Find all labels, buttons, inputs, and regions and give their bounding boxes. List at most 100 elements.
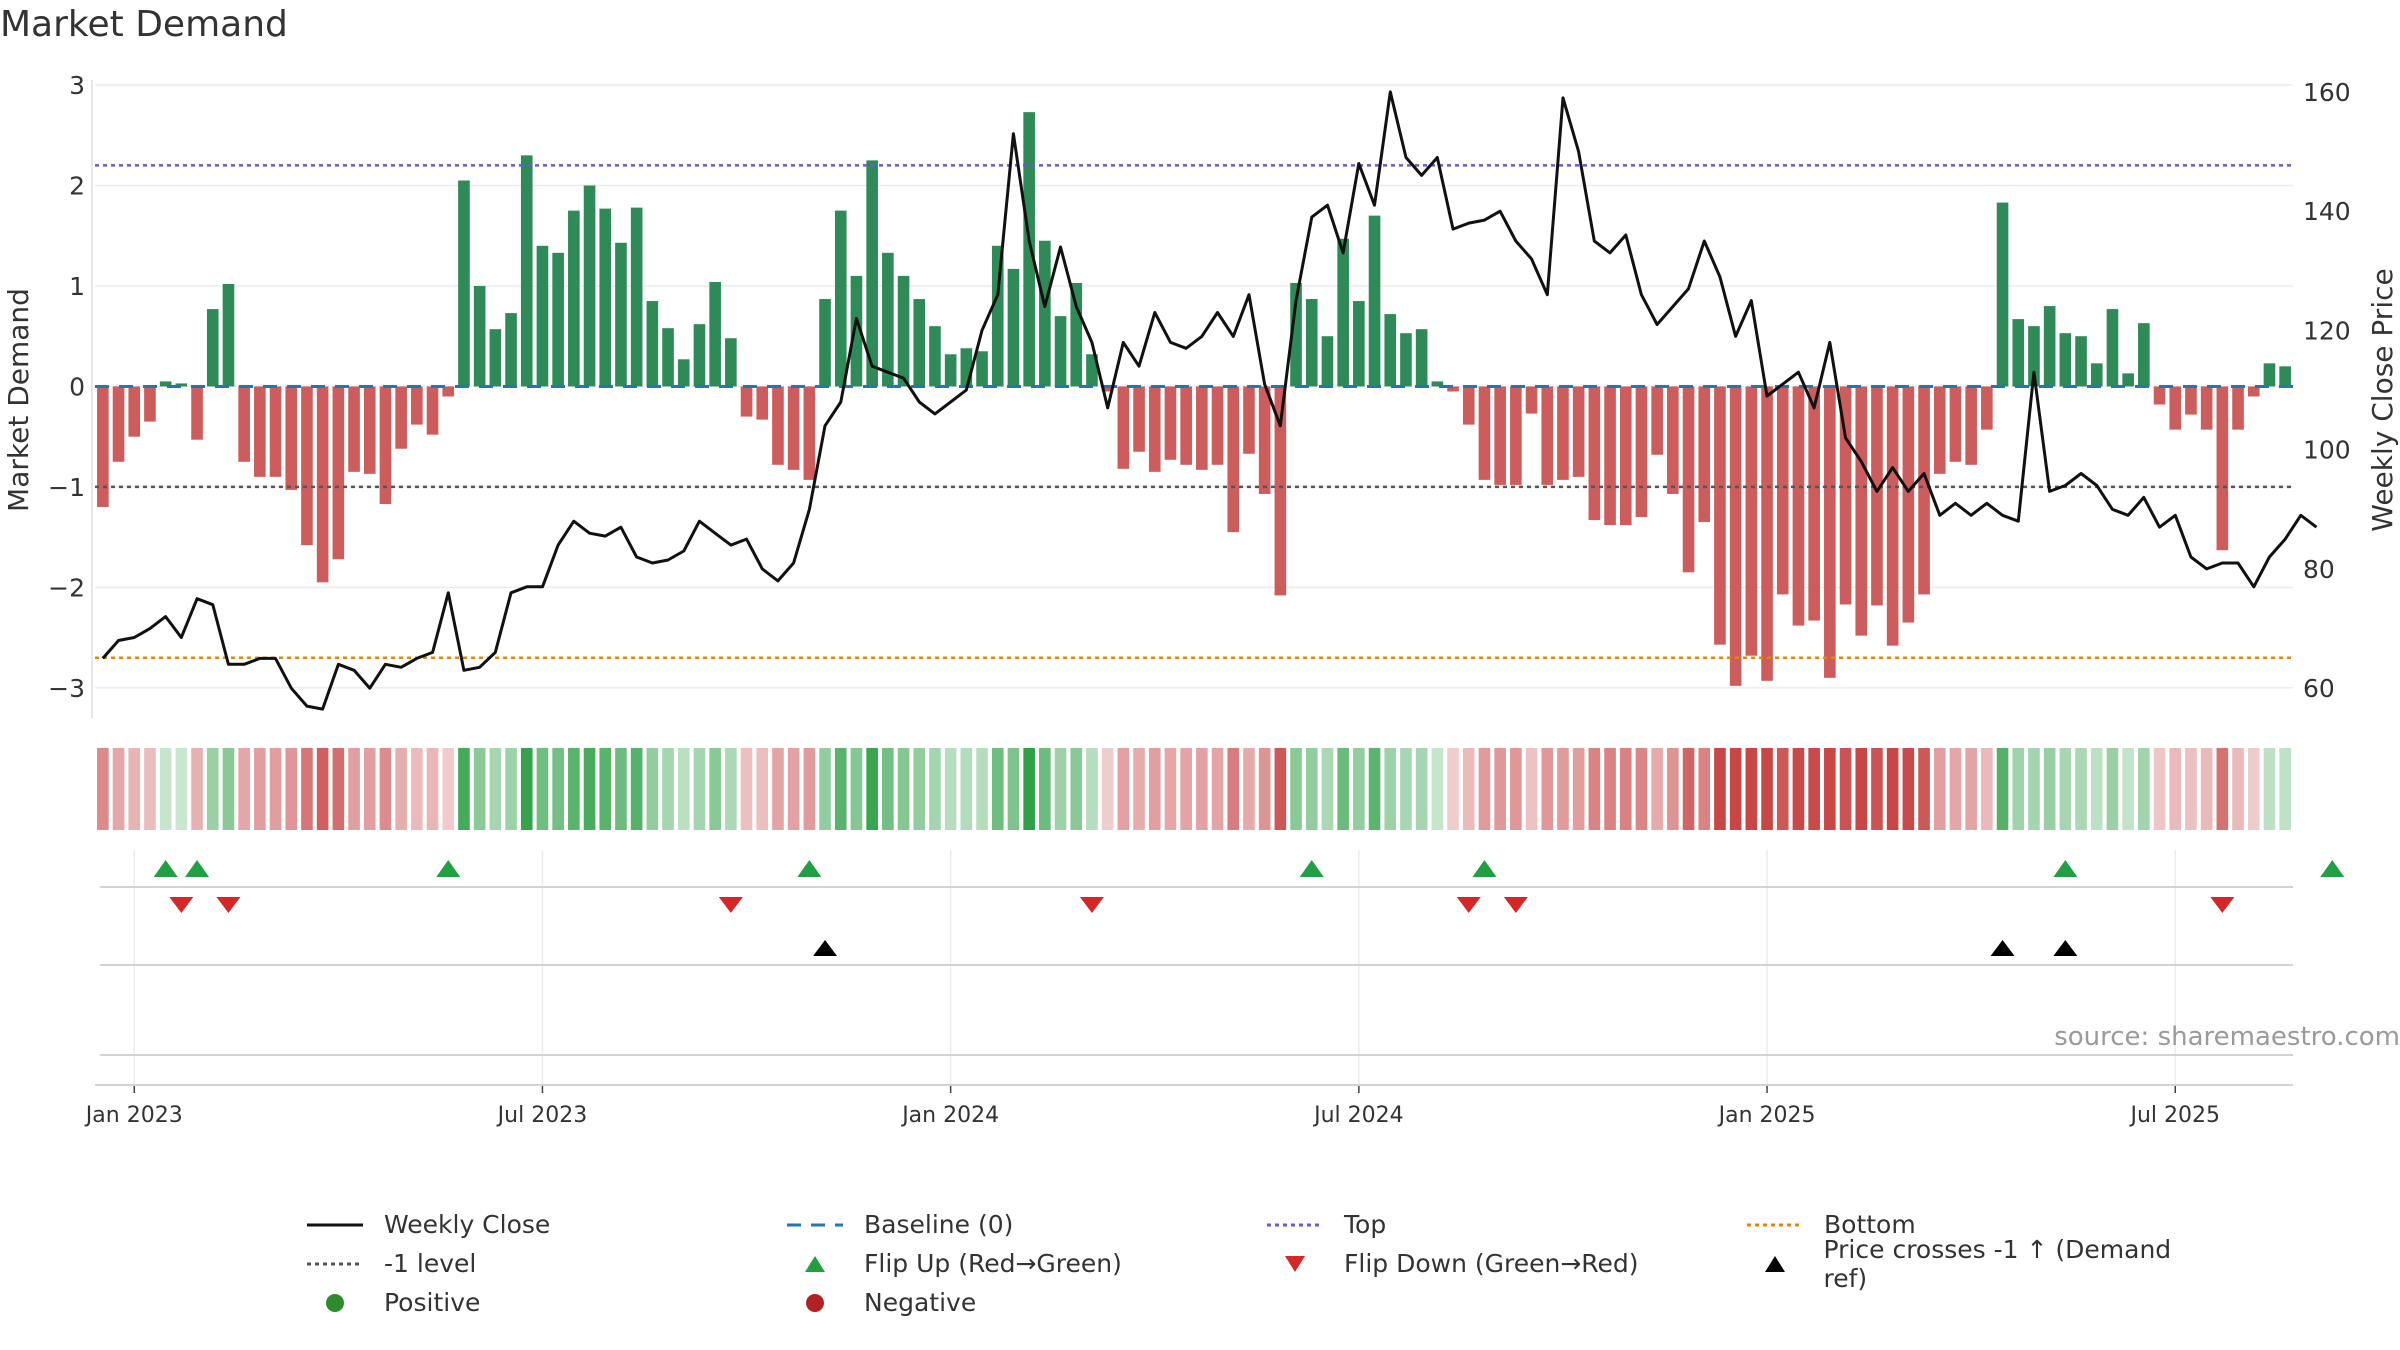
demand-bar: [1039, 240, 1051, 387]
demand-bar: [1070, 282, 1083, 387]
demand-bar: [1117, 386, 1130, 469]
ribbon-cell: [929, 748, 941, 830]
demand-bar: [787, 386, 800, 470]
demand-bar: [1572, 386, 1585, 477]
demand-bar: [929, 326, 941, 387]
ribbon-cell: [1353, 748, 1365, 830]
demand-bar: [191, 386, 203, 440]
demand-bar: [1447, 386, 1459, 392]
demand-bar: [301, 386, 313, 546]
demand-bar: [1886, 386, 1899, 646]
ribbon-cell: [2122, 748, 2134, 830]
demand-bar: [1415, 329, 1428, 387]
demand-bar: [1211, 386, 1224, 465]
ribbon-cell: [1871, 748, 1883, 830]
demand-bar: [897, 275, 910, 387]
demand-bar: [1353, 301, 1365, 387]
ribbon-cell: [1086, 748, 1098, 830]
y2-tick-label: 60: [2303, 674, 2335, 703]
demand-bar: [740, 386, 753, 417]
demand-bar: [1321, 336, 1334, 387]
ribbon-cell: [568, 748, 580, 830]
ribbon-cell: [662, 748, 674, 830]
demand-bar: [2263, 363, 2276, 387]
legend-bottom: Bottom: [1740, 1210, 2220, 1239]
demand-bar: [568, 210, 580, 387]
ribbon-cell: [1337, 748, 1349, 830]
demand-bar: [2028, 326, 2040, 387]
ribbon-cell: [1902, 748, 1915, 830]
demand-bar: [505, 313, 517, 387]
ribbon-cell: [1557, 748, 1569, 830]
ribbon-cell: [803, 748, 816, 830]
demand-bar: [1792, 386, 1805, 626]
ribbon-cell: [1180, 748, 1192, 830]
y-tick-label: −1: [48, 473, 85, 502]
demand-bar: [1808, 386, 1820, 621]
x-tick-label: Jul 2023: [496, 1103, 588, 1128]
flip-down-marker: [216, 897, 241, 913]
ribbon-cell: [2153, 748, 2166, 830]
ribbon-cell: [2012, 748, 2025, 830]
source-watermark: source: sharemaestro.com: [2054, 1022, 2400, 1052]
ribbon-cell: [1635, 748, 1648, 830]
x-tick-label: Jul 2024: [1312, 1103, 1404, 1128]
ribbon-cell: [1148, 748, 1161, 830]
ribbon-cell: [991, 748, 1004, 830]
demand-bar: [803, 386, 816, 480]
ribbon-cell: [677, 748, 690, 830]
demand-bar: [238, 386, 250, 462]
ribbon-cell: [332, 748, 345, 830]
demand-bar: [1290, 282, 1302, 387]
x-tick-label: Jan 2023: [84, 1103, 183, 1128]
flip-down-marker: [1503, 897, 1528, 913]
demand-bar: [1400, 333, 1412, 387]
price-cross-marker: [2053, 940, 2078, 956]
ribbon-cell: [1541, 748, 1554, 830]
y2-tick-label: 120: [2303, 316, 2351, 345]
demand-bar: [2232, 386, 2244, 430]
ribbon-cell: [1886, 748, 1899, 830]
ribbon-cell: [363, 748, 376, 830]
ribbon-cell: [756, 748, 769, 830]
demand-bar: [1682, 386, 1695, 573]
demand-bar: [254, 386, 266, 477]
ribbon-cell: [1196, 748, 1208, 830]
ribbon-cell: [1117, 748, 1130, 830]
ribbon-cell: [1039, 748, 1051, 830]
demand-bar: [1996, 202, 2009, 387]
ribbon-cell: [473, 748, 486, 830]
ribbon-cell: [850, 748, 863, 830]
demand-bar: [520, 155, 533, 387]
ribbon-cell: [1588, 748, 1601, 830]
ribbon-cell: [238, 748, 250, 830]
ribbon-cell: [206, 748, 219, 830]
legend-price-cross: Price crosses -1 ↑ (Demand ref): [1740, 1235, 2220, 1293]
ribbon-cell: [976, 748, 988, 830]
demand-bar: [112, 386, 125, 462]
ribbon-cell: [1290, 748, 1302, 830]
demand-bar: [662, 328, 674, 387]
demand-bar: [1227, 386, 1240, 533]
legend-bottom-label: Bottom: [1824, 1210, 1916, 1239]
demand-bar: [1918, 386, 1930, 595]
ribbon-cell: [1462, 748, 1475, 830]
demand-bar: [2185, 386, 2197, 415]
ribbon-cell: [646, 748, 659, 830]
ribbon-cell: [1808, 748, 1820, 830]
ribbon-cell: [913, 748, 926, 830]
demand-bar: [615, 242, 627, 387]
legend-weekly-close: Weekly Close: [300, 1210, 780, 1239]
demand-bar: [1839, 386, 1852, 605]
ribbon-cell: [819, 748, 831, 830]
demand-bar: [2122, 373, 2134, 387]
demand-bar: [709, 281, 721, 387]
demand-bar: [2138, 323, 2150, 387]
demand-bar: [1478, 386, 1491, 480]
ribbon-cell: [442, 748, 455, 830]
ribbon-cell: [552, 748, 564, 830]
legend-flip-up: Flip Up (Red→Green): [780, 1249, 1260, 1278]
ribbon-cell: [2075, 748, 2087, 830]
demand-bar: [285, 386, 298, 490]
